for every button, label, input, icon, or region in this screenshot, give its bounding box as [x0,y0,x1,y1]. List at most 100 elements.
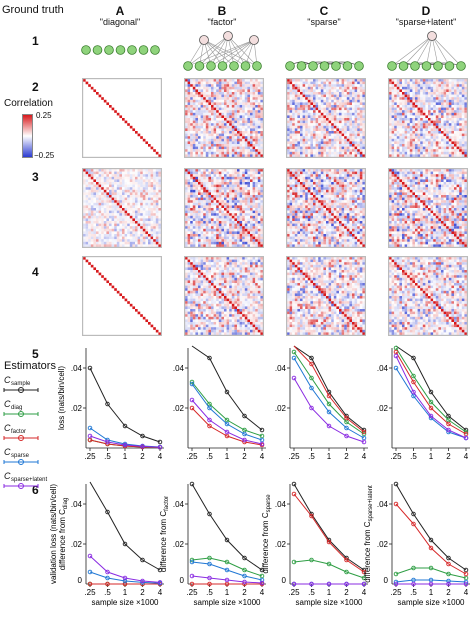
observed-node [342,61,353,71]
x-tick-label: 2 [140,588,145,597]
correlation-title: Correlation [4,98,53,109]
series-line [395,355,467,439]
legend-sub: sample [11,381,31,387]
row-number-3: 3 [32,170,39,184]
y-tick-label: 0 [384,576,389,585]
data-point [242,431,247,437]
data-point [259,567,265,573]
data-point [361,429,367,435]
data-point [207,561,212,567]
data-point [428,545,434,551]
y-axis-label: loss (nats/bin/cell) [57,366,66,430]
series-line [293,345,365,431]
data-point [309,405,314,411]
data-point [207,405,212,411]
data-point [105,509,110,515]
data-point [361,569,367,575]
x-tick-label: 2 [446,588,451,597]
x-tick-label: 4 [464,452,469,461]
x-tick-label: 4 [464,588,469,597]
data-point [207,555,212,561]
y-tick-label: .04 [173,364,185,373]
observed-node [308,61,318,71]
x-tick-label: 2 [344,452,349,461]
legend-label: C [4,399,11,409]
data-point [309,557,314,563]
data-point [122,575,128,581]
observed-node [229,61,239,71]
legend-marker [18,483,24,489]
x-tick-label: .5 [104,588,111,597]
data-point [224,429,230,435]
observed-node [183,61,193,71]
data-point [189,481,195,487]
data-point [326,423,332,429]
data-point [242,437,247,443]
data-point [122,423,128,429]
series-line [191,345,263,431]
data-point [344,433,349,439]
data-point [224,389,230,395]
legend-sub: sparse [11,453,30,459]
data-point [309,355,314,361]
data-point [411,355,416,361]
x-tick-label: 4 [260,588,265,597]
data-point [428,537,434,543]
column-letter-b: B [217,4,227,18]
data-point [326,539,332,545]
series-line [191,575,263,584]
ground-truth-graphs [81,31,466,71]
data-point [189,581,195,587]
data-point [344,425,349,431]
legend-marker [18,459,24,465]
correlation-matrix [388,168,468,248]
data-point [207,575,212,581]
series-line [191,383,263,441]
legend-label: C [4,423,11,433]
correlation-matrix [286,78,366,158]
correlation-matrix [82,256,162,336]
data-point [446,427,451,433]
data-point [446,581,451,587]
chart-panel-D5: .02 .04 .25 .5 1 2 4 [377,345,470,461]
data-point [344,581,349,587]
series-line [89,571,161,584]
data-point [189,381,195,387]
y-tick-label: .04 [71,500,83,509]
data-point [259,441,265,447]
data-point [105,575,110,581]
data-point [224,567,230,573]
data-point [87,365,93,371]
data-point [87,425,93,431]
series-line [293,345,365,433]
legend-sub: sparse+latent [11,477,48,483]
x-tick-label: 4 [362,452,367,461]
data-point [326,409,332,415]
observed-node [354,61,364,71]
data-point [344,569,349,575]
data-point [224,577,230,583]
data-point [411,379,416,385]
data-point [463,571,469,577]
legend-label: C [4,375,11,385]
data-point [291,375,297,381]
data-point [344,557,349,563]
x-tick-label: .5 [410,452,417,461]
series-line [89,367,161,443]
x-tick-label: 4 [362,588,367,597]
series-line [293,559,365,579]
y-axis-label: validation loss (nats/bin/cell) [49,484,58,584]
data-point [411,389,416,395]
observed-node [252,61,262,71]
data-point [242,573,247,579]
correlation-matrix [388,78,468,158]
data-point [242,567,247,573]
y-axis-label: difference from Cdiag [58,498,69,571]
series-line [395,351,467,435]
y-tick-label: .02 [71,540,83,549]
correlation-matrix [388,256,468,336]
x-tick-label: .5 [104,452,111,461]
observed-node [285,61,295,71]
observed-node [92,45,103,55]
